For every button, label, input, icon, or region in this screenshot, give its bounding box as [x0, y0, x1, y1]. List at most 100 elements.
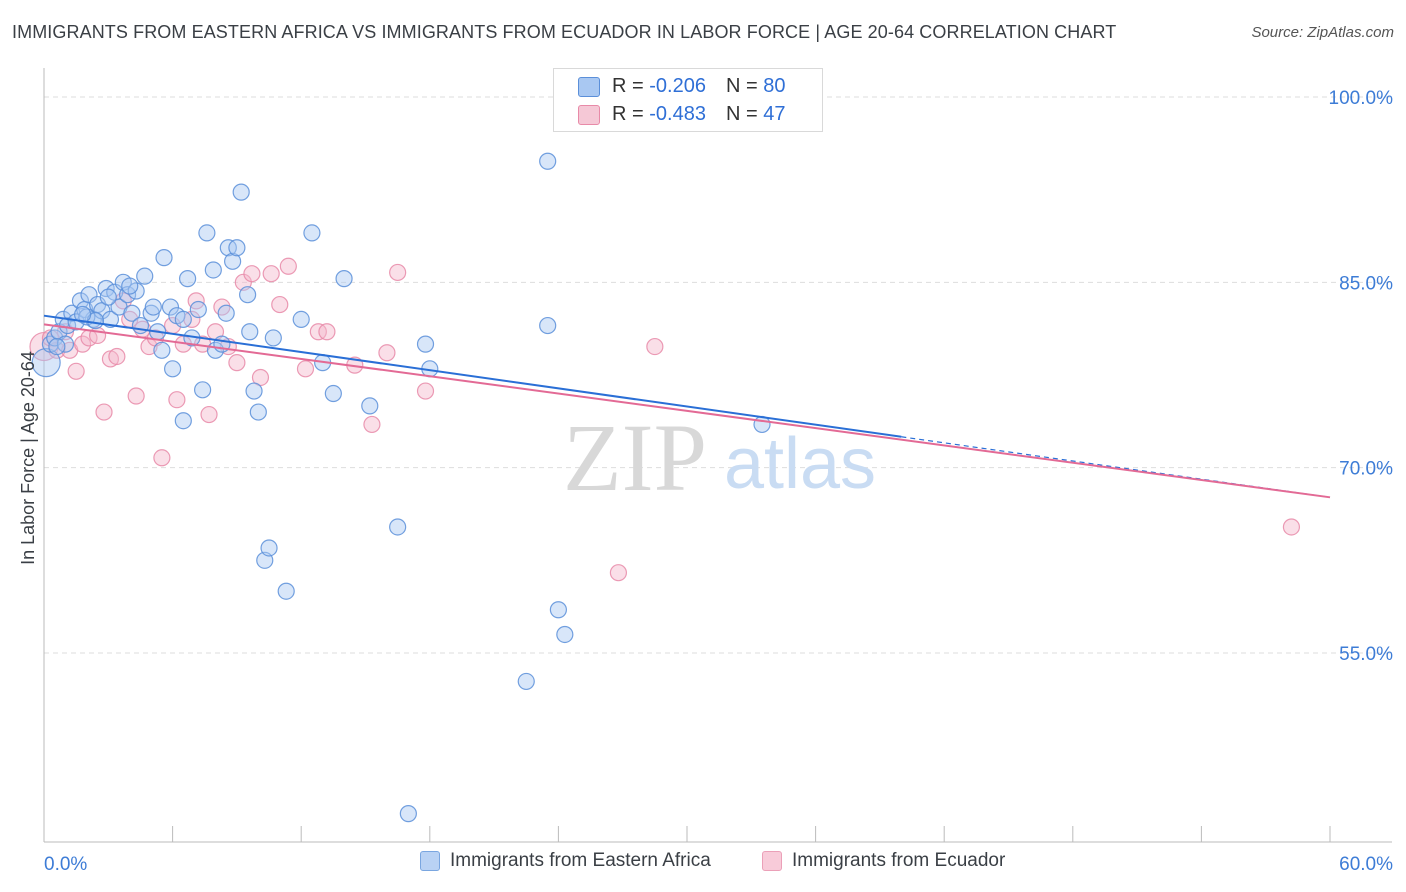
y-tick-label: 100.0%: [1329, 88, 1394, 109]
data-point-ecuador: [200, 405, 218, 424]
data-point-eastern-africa: [224, 252, 242, 270]
data-point-eastern-africa: [136, 267, 154, 285]
data-point-eastern-africa: [164, 360, 182, 378]
data-point-ecuador: [153, 449, 171, 467]
legend-item-eastern-africa[interactable]: Immigrants from Eastern Africa: [420, 850, 711, 872]
data-point-ecuador: [363, 415, 381, 434]
stats-swatch-blue: [578, 77, 600, 97]
stats-legend: R = -0.206 N = 80 R = -0.483 N = 47: [553, 68, 823, 132]
tick-labels: 100.0% 85.0% 70.0% 55.0% 0.0% 60.0%: [44, 88, 1393, 875]
data-point-eastern-africa: [292, 310, 310, 328]
trend-line-eastern-africa: [43, 314, 902, 438]
data-point-eastern-africa: [361, 397, 379, 415]
data-point-ecuador: [67, 362, 85, 380]
data-point-eastern-africa: [217, 304, 235, 322]
r-label: R =: [612, 102, 644, 125]
y-tick-label: 70.0%: [1339, 459, 1393, 480]
data-point-eastern-africa: [174, 412, 192, 430]
data-point-eastern-africa: [232, 183, 250, 201]
data-point-eastern-africa: [174, 310, 192, 328]
data-point-ecuador: [318, 323, 336, 341]
legend-swatch-blue: [420, 851, 440, 871]
grid-lines: [44, 96, 1392, 654]
data-point-ecuador: [378, 344, 396, 362]
data-point-ecuador: [243, 265, 261, 283]
bottom-legend: Immigrants from Eastern Africa Immigrant…: [0, 850, 1406, 880]
data-point-eastern-africa: [194, 381, 212, 399]
n-label: N =: [725, 74, 758, 97]
data-point-ecuador: [168, 391, 186, 409]
watermark: ZIP atlas: [563, 404, 876, 511]
source-label: Source: ZipAtlas.com: [1251, 24, 1394, 41]
data-point-eastern-africa: [73, 305, 92, 324]
data-point-eastern-africa: [277, 582, 295, 600]
data-point-eastern-africa: [161, 298, 180, 316]
data-point-eastern-africa: [99, 288, 117, 306]
n-value: 47: [763, 102, 786, 125]
data-point-ecuador: [228, 354, 246, 372]
data-point-eastern-africa: [264, 329, 282, 347]
data-point-ecuador: [609, 564, 628, 582]
x-tick-label: 60.0%: [1339, 854, 1393, 875]
r-label: R =: [612, 74, 644, 97]
r-value: -0.483: [649, 102, 706, 125]
data-point-eastern-africa: [241, 323, 259, 341]
data-point-eastern-africa: [249, 403, 267, 421]
r-value: -0.206: [649, 74, 706, 97]
data-point-eastern-africa: [153, 341, 171, 359]
stats-row-eastern-africa: R = -0.206 N = 80: [578, 73, 785, 99]
data-point-eastern-africa: [260, 539, 278, 557]
data-point-eastern-africa: [539, 316, 557, 335]
watermark-atlas: atlas: [724, 424, 876, 504]
trend-line-ecuador: [43, 323, 1331, 499]
data-point-eastern-africa: [324, 384, 342, 403]
data-point-eastern-africa: [123, 304, 141, 322]
data-point-eastern-africa: [239, 286, 257, 304]
x-tick-label: 0.0%: [44, 854, 87, 875]
data-point-ecuador: [279, 257, 297, 275]
data-point-ecuador: [1282, 518, 1301, 536]
data-point-eastern-africa: [303, 224, 321, 242]
data-point-eastern-africa: [399, 805, 417, 823]
watermark-zip: ZIP: [563, 404, 707, 511]
data-point-ecuador: [73, 335, 92, 353]
data-point-eastern-africa: [204, 261, 222, 279]
y-tick-label: 55.0%: [1339, 644, 1393, 665]
data-point-eastern-africa: [48, 337, 66, 356]
data-point-ecuador: [296, 360, 315, 378]
y-tick-label: 85.0%: [1339, 273, 1393, 294]
data-point-ecuador: [127, 387, 145, 405]
data-point-ecuador: [271, 295, 289, 314]
data-point-ecuador: [95, 403, 113, 421]
data-point-eastern-africa: [389, 518, 407, 536]
data-point-eastern-africa: [179, 270, 197, 288]
legend-label-ecuador: Immigrants from Ecuador: [792, 850, 1006, 871]
data-point-eastern-africa: [416, 335, 435, 353]
n-label: N =: [725, 102, 758, 125]
data-point-ecuador: [108, 347, 126, 366]
data-point-eastern-africa: [71, 292, 90, 310]
stats-row-ecuador: R = -0.483 N = 47: [578, 101, 786, 127]
data-point-eastern-africa: [539, 152, 557, 170]
data-point-eastern-africa: [245, 382, 263, 400]
data-point-eastern-africa: [101, 310, 120, 328]
data-point-eastern-africa: [189, 300, 207, 319]
data-point-ecuador: [646, 337, 664, 356]
data-point-eastern-africa: [228, 239, 246, 257]
data-point-eastern-africa: [155, 249, 173, 267]
data-point-eastern-africa: [517, 672, 535, 691]
data-point-ecuador: [416, 382, 435, 400]
legend-label-eastern-africa: Immigrants from Eastern Africa: [450, 850, 711, 871]
y-axis-label: In Labor Force | Age 20-64: [18, 351, 38, 565]
data-point-eastern-africa: [549, 601, 568, 619]
data-point-eastern-africa: [556, 625, 574, 644]
data-point-eastern-africa: [335, 270, 353, 288]
trend-lines: [43, 314, 1331, 499]
data-point-ecuador: [262, 265, 280, 283]
legend-item-ecuador[interactable]: Immigrants from Ecuador: [762, 850, 1005, 872]
data-point-eastern-africa: [144, 298, 162, 316]
data-point-ecuador: [389, 263, 407, 282]
axes: [43, 68, 1392, 843]
data-point-eastern-africa: [31, 348, 61, 378]
